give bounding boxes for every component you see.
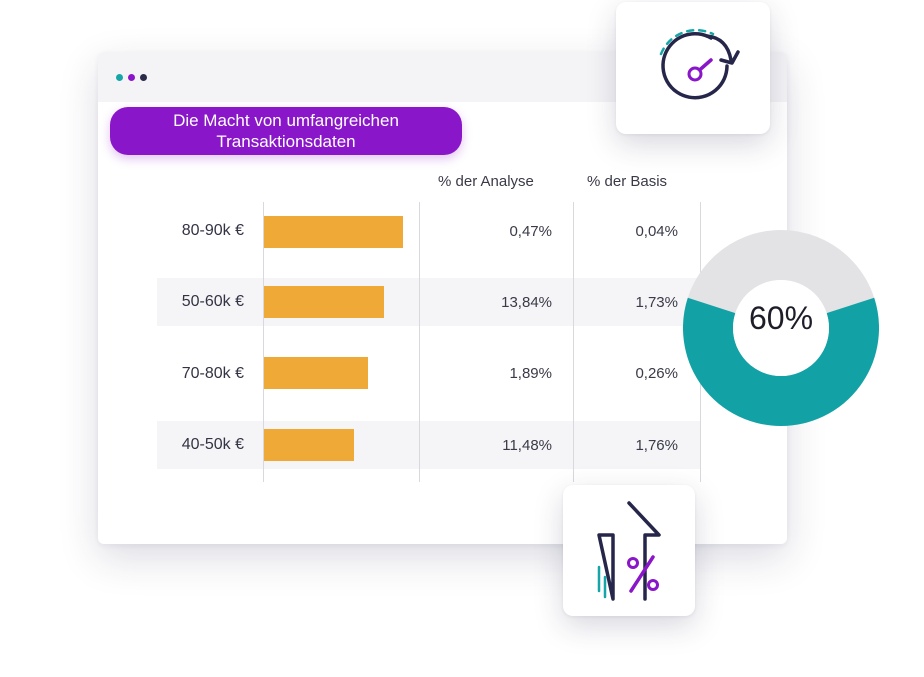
title-pill-line2: Transaktionsdaten	[216, 132, 356, 151]
row-base-value: 0,04%	[635, 223, 678, 240]
table-row-background	[157, 278, 700, 326]
percent-card	[563, 485, 695, 616]
window-dot-teal[interactable]	[116, 74, 123, 81]
column-divider	[263, 202, 264, 482]
title-pill-line1: Die Macht von umfangreichen	[173, 111, 399, 130]
window-dot-dark[interactable]	[140, 74, 147, 81]
row-base-value: 1,76%	[635, 437, 678, 454]
row-bar	[264, 429, 354, 461]
table-row-background	[157, 421, 700, 469]
row-label: 50-60k €	[181, 293, 244, 310]
row-bar	[264, 286, 384, 318]
row-analysis-value: 13,84%	[501, 294, 552, 311]
window-dot-purple[interactable]	[128, 74, 135, 81]
row-label: 70-80k €	[181, 365, 244, 382]
row-base-value: 0,26%	[635, 365, 678, 382]
column-header-analysis: % der Analyse	[438, 173, 534, 190]
column-divider	[573, 202, 574, 482]
speedometer-card	[616, 2, 770, 134]
row-label: 40-50k €	[181, 436, 244, 453]
donut-chart	[683, 230, 879, 426]
percent-up-arrow-icon	[589, 495, 669, 610]
column-divider	[419, 202, 420, 482]
donut-percentage-label: 60%	[748, 300, 814, 336]
row-base-value: 1,73%	[635, 294, 678, 311]
row-analysis-value: 0,47%	[509, 223, 552, 240]
donut-value-arc	[683, 297, 879, 426]
row-bar	[264, 357, 368, 389]
column-header-base: % der Basis	[587, 173, 668, 190]
row-bar	[264, 216, 403, 248]
donut-hole	[733, 280, 829, 376]
speedometer-refresh-icon	[641, 16, 751, 121]
title-pill: Die Macht von umfangreichen Transaktions…	[110, 107, 462, 155]
row-analysis-value: 11,48%	[502, 437, 552, 454]
row-label: 80-90k €	[181, 222, 244, 239]
row-analysis-value: 1,89%	[509, 365, 552, 382]
